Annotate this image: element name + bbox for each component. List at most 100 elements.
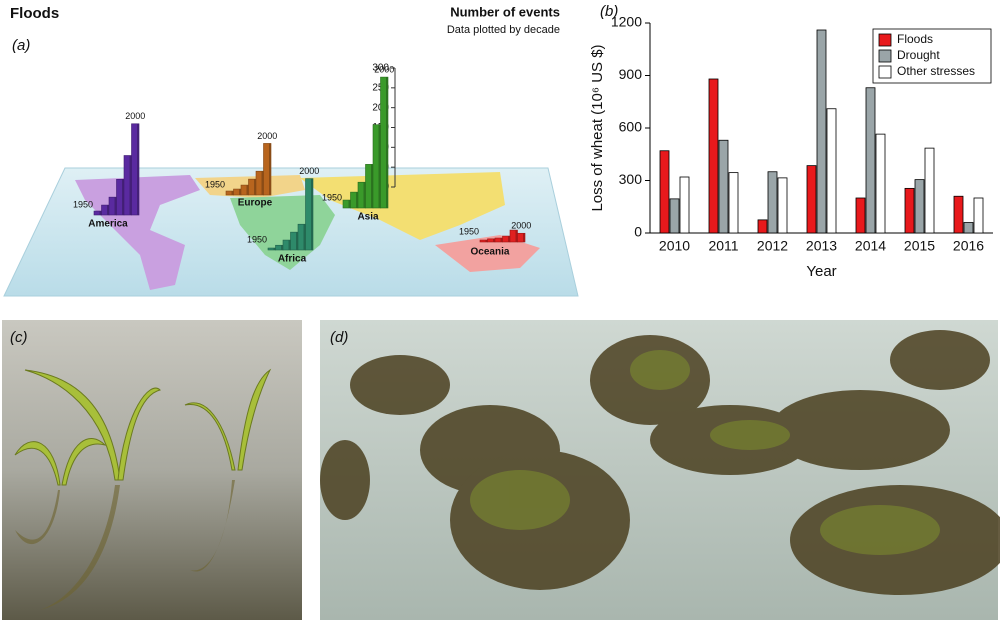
legend-label: Drought — [897, 48, 940, 62]
decade-label: 2000 — [257, 131, 277, 141]
event-bar-side — [137, 123, 139, 215]
legend-box — [872, 28, 992, 84]
photo-c — [2, 320, 302, 620]
bar — [669, 198, 680, 234]
bar — [816, 29, 827, 234]
event-bar-side — [296, 232, 298, 250]
bar — [806, 165, 817, 234]
bar — [708, 78, 719, 234]
continent-label: Asia — [357, 212, 379, 223]
bar — [953, 195, 964, 234]
bar — [718, 139, 729, 234]
y-axis-label: Loss of wheat (10⁶ US $) — [589, 44, 606, 211]
legend-label: Floods — [897, 32, 933, 46]
event-bar-side — [288, 240, 291, 250]
panel-title: Floods — [10, 5, 59, 22]
bar — [914, 179, 925, 234]
legend-swatch — [878, 65, 892, 79]
x-tick-label: 2011 — [708, 238, 738, 254]
decade-label: 1950 — [205, 179, 225, 189]
continent-label: America — [88, 219, 128, 230]
decade-label: 1950 — [322, 192, 342, 202]
bar — [973, 197, 984, 234]
continent-label: Africa — [278, 254, 307, 265]
decade-label: 2000 — [511, 221, 531, 231]
y-tick-label: 1200 — [611, 14, 642, 30]
y-tick-label: 900 — [619, 66, 643, 82]
bar — [767, 171, 778, 234]
y-tick-label: 300 — [619, 171, 643, 187]
event-bar-side — [386, 77, 388, 208]
event-bar-side — [348, 200, 351, 208]
corn-reflections — [15, 480, 235, 610]
event-bar-side — [500, 238, 503, 242]
axis-title: Number of events — [450, 4, 560, 19]
event-bar-side — [107, 205, 109, 215]
continent-label: Oceania — [471, 247, 510, 258]
x-tick-label: 2012 — [757, 238, 788, 254]
x-tick-label: 2013 — [806, 238, 837, 254]
photo-label: (c) — [10, 329, 28, 346]
decade-label: 2000 — [125, 111, 145, 121]
decade-label: 1950 — [459, 226, 479, 236]
bar — [659, 150, 670, 234]
bar — [904, 187, 915, 234]
map-america — [75, 175, 200, 290]
y-tick-label: 0 — [634, 224, 642, 240]
event-bar-side — [261, 171, 264, 195]
leaf-highlights — [470, 350, 940, 555]
bar — [855, 197, 866, 234]
event-bar-side — [493, 238, 495, 242]
event-bar-side — [485, 240, 488, 242]
event-bar-side — [254, 179, 256, 195]
decade-label: 2000 — [299, 166, 319, 176]
panel-label: (b) — [600, 3, 618, 20]
legend-swatch — [878, 33, 892, 47]
event-bar-side — [356, 192, 358, 208]
bar — [757, 219, 768, 234]
bar — [777, 177, 788, 234]
decade-label: 2000 — [374, 64, 394, 74]
bar — [728, 172, 739, 234]
y-tick-label: 300 — [372, 63, 389, 74]
map-asia — [300, 172, 505, 240]
legend-swatch — [878, 49, 892, 63]
y-tick-label: 600 — [619, 119, 643, 135]
x-tick-label: 2014 — [855, 238, 886, 254]
continent-label: Europe — [238, 198, 273, 209]
bar — [875, 133, 886, 234]
event-bar-side — [363, 182, 366, 208]
event-bar-side — [239, 189, 241, 195]
photo-label: (d) — [330, 329, 348, 346]
event-bar-side — [231, 191, 234, 195]
event-bar-side — [508, 236, 510, 242]
event-bar-side — [371, 164, 373, 208]
event-bar-side — [99, 211, 102, 215]
event-bar-side — [122, 179, 124, 215]
event-bar-side — [281, 245, 283, 250]
event-bar-side — [378, 124, 381, 208]
x-tick-label: 2016 — [953, 238, 984, 254]
decade-label: 1950 — [73, 199, 93, 209]
event-bar-side — [129, 155, 132, 215]
event-bar-side — [273, 248, 276, 250]
map-oceania — [435, 235, 540, 272]
event-bar-side — [523, 233, 525, 242]
bar — [924, 147, 935, 234]
bar — [963, 222, 974, 234]
event-bar-side — [303, 224, 306, 250]
event-bar-side — [246, 185, 249, 195]
decade-label: 1950 — [247, 234, 267, 244]
subtitle: Data plotted by decade — [447, 24, 560, 36]
corn-plants — [14, 368, 272, 486]
event-bar-side — [269, 143, 271, 195]
bar — [865, 87, 876, 234]
bar — [679, 176, 690, 234]
event-bar-side — [311, 178, 313, 250]
event-bar-side — [515, 230, 518, 242]
x-tick-label: 2010 — [659, 238, 690, 254]
legend-label: Other stresses — [897, 64, 975, 78]
panel-label: (a) — [12, 37, 30, 54]
